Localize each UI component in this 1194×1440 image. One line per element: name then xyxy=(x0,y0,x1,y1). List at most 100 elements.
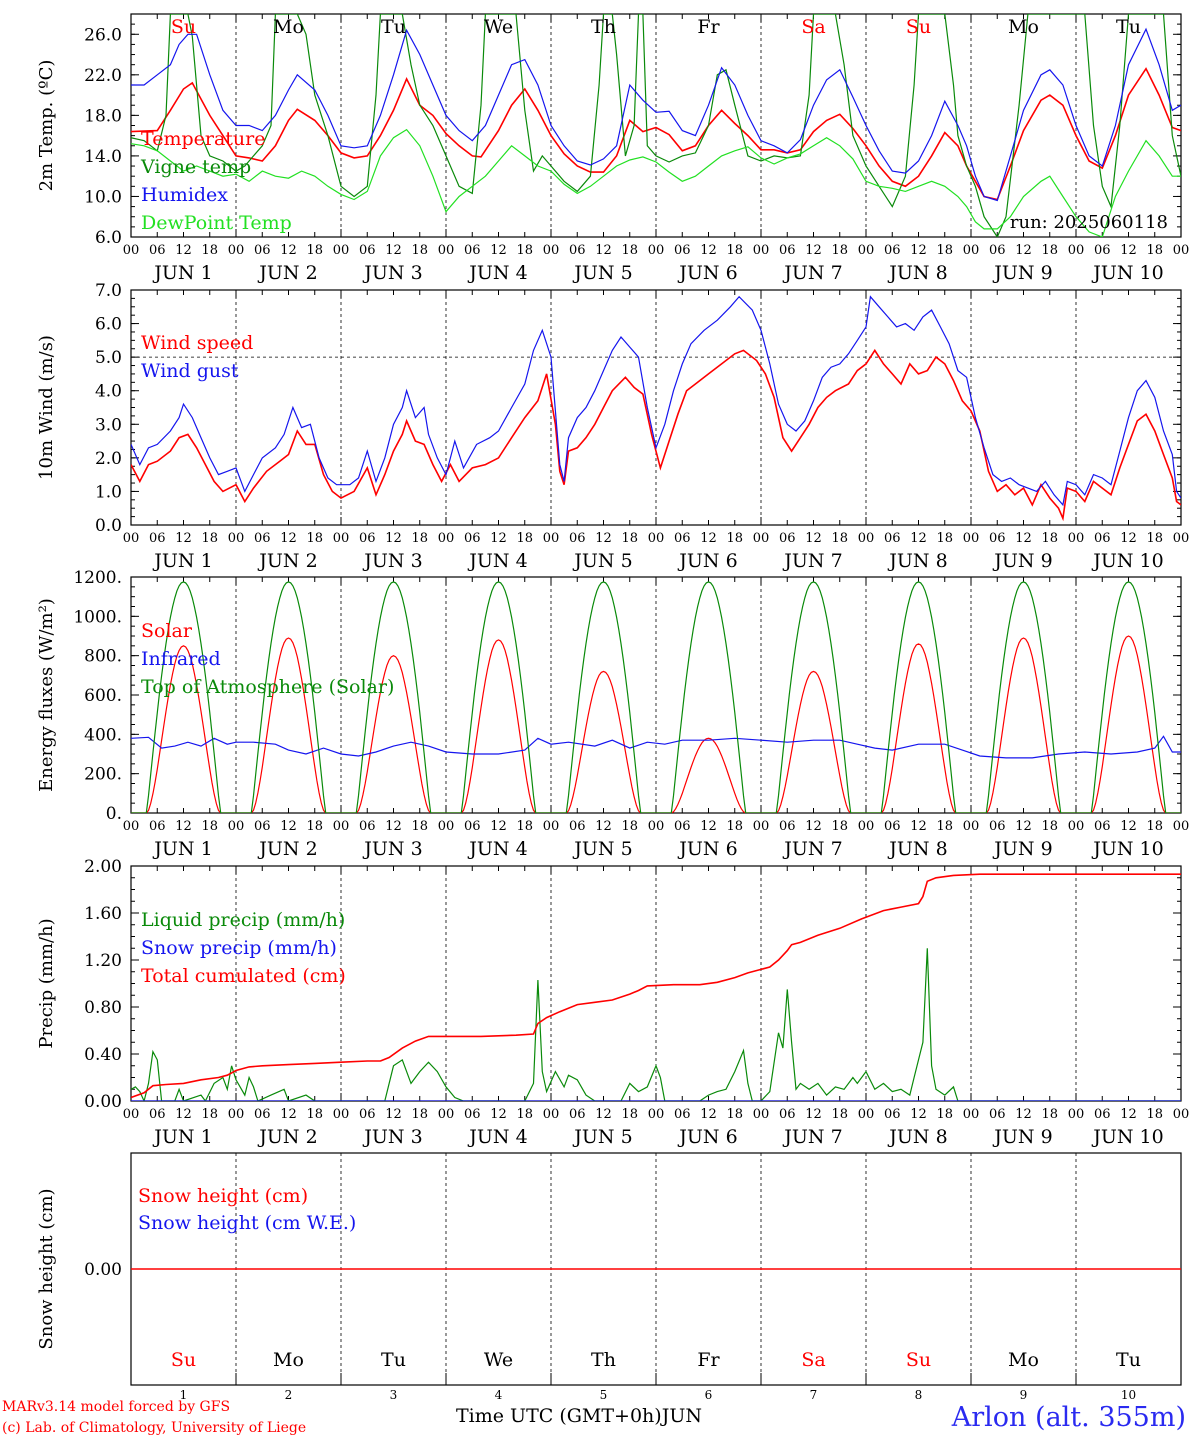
hour-tick-label: 18 xyxy=(306,531,323,546)
y-tick-label: 10.0 xyxy=(84,187,122,207)
hour-tick-label: 00 xyxy=(438,243,455,258)
legend-entry: Infrared xyxy=(141,648,221,670)
hour-tick-label: 12 xyxy=(910,243,927,258)
hour-tick-label: 00 xyxy=(648,1107,665,1122)
hour-tick-label: 12 xyxy=(910,1107,927,1122)
day-number-label: 2 xyxy=(285,1388,293,1402)
hour-tick-label: 06 xyxy=(569,531,586,546)
hour-tick-label: 18 xyxy=(411,243,428,258)
date-label: JUN 4 xyxy=(467,262,527,284)
legend-entry: Snow height (cm) xyxy=(138,1185,308,1207)
y-tick-label: 0.00 xyxy=(84,1260,122,1280)
hour-tick-label: 12 xyxy=(1120,819,1137,834)
y-axis-label: Precip (mm/h) xyxy=(36,918,57,1048)
hour-tick-label: 18 xyxy=(831,819,848,834)
day-name-label: Su xyxy=(171,1349,196,1371)
hour-tick-label: 00 xyxy=(858,243,875,258)
y-tick-label: 0.00 xyxy=(84,1092,122,1112)
hour-tick-label: 12 xyxy=(805,819,822,834)
run-label: run: 2025060118 xyxy=(1010,212,1168,233)
hour-tick-label: 00 xyxy=(1173,531,1190,546)
legend-entry: Temperature xyxy=(141,128,265,150)
legend-entry: Liquid precip (mm/h) xyxy=(141,909,345,931)
hour-tick-label: 18 xyxy=(621,531,638,546)
time-axis-label: Time UTC (GMT+0h)JUN xyxy=(456,1405,702,1427)
hour-tick-label: 12 xyxy=(1120,531,1137,546)
hour-tick-label: 06 xyxy=(779,819,796,834)
hour-tick-label: 12 xyxy=(700,819,717,834)
hour-tick-label: 00 xyxy=(648,819,665,834)
hour-tick-label: 00 xyxy=(858,531,875,546)
day-number-label: 6 xyxy=(705,1388,713,1402)
date-label: JUN 2 xyxy=(257,1126,317,1148)
day-name-label: Mo xyxy=(1008,1349,1039,1371)
hour-tick-label: 12 xyxy=(910,531,927,546)
hour-tick-label: 18 xyxy=(516,1107,533,1122)
hour-tick-label: 06 xyxy=(254,819,271,834)
legend-entry: Total cumulated (cm) xyxy=(141,965,346,987)
day-name-label: Su xyxy=(906,1349,931,1371)
hour-tick-label: 00 xyxy=(648,531,665,546)
y-tick-label: 800. xyxy=(84,647,122,667)
y-tick-label: 22.0 xyxy=(84,66,122,86)
day-number-label: 5 xyxy=(600,1388,608,1402)
date-label: JUN 9 xyxy=(992,838,1052,860)
series-line xyxy=(131,873,1181,1099)
hour-tick-label: 00 xyxy=(438,819,455,834)
day-name-label: Fr xyxy=(697,16,720,38)
hour-tick-label: 18 xyxy=(516,531,533,546)
date-label: JUN 3 xyxy=(362,1126,422,1148)
series-line xyxy=(131,14,1181,237)
date-label: JUN 7 xyxy=(782,262,842,284)
legend-entry: Top of Atmosphere (Solar) xyxy=(141,676,394,698)
hour-tick-label: 06 xyxy=(149,243,166,258)
panel-precip: 0.00 0.40 0.80 1.20 1.60 2.00 Precip (mm/h) 00 0… xyxy=(36,857,1189,1148)
date-label: JUN 7 xyxy=(782,838,842,860)
hour-tick-label: 06 xyxy=(989,819,1006,834)
panel-wind: 0.0 1.0 2.0 3.0 4.0 5.0 6.0 7.0 10m Wind (m/s) 00… xyxy=(36,281,1189,572)
y-tick-label: 200. xyxy=(84,765,122,785)
hour-tick-label: 06 xyxy=(254,243,271,258)
hour-tick-label: 12 xyxy=(1015,243,1032,258)
y-tick-label: 5.0 xyxy=(95,348,122,368)
date-label: JUN 4 xyxy=(467,838,527,860)
hour-tick-label: 00 xyxy=(753,243,770,258)
y-tick-label: 1000. xyxy=(73,607,122,627)
hour-tick-label: 18 xyxy=(306,1107,323,1122)
day-name-label: Tu xyxy=(1116,1349,1141,1371)
hour-tick-label: 00 xyxy=(963,1107,980,1122)
series-line xyxy=(131,67,1181,201)
hour-tick-label: 12 xyxy=(280,243,297,258)
hour-tick-label: 18 xyxy=(1041,819,1058,834)
y-tick-label: 0.80 xyxy=(84,998,122,1018)
hour-tick-label: 06 xyxy=(674,531,691,546)
time-axis-month: JUN xyxy=(661,1405,702,1427)
hour-tick-label: 00 xyxy=(333,819,350,834)
hour-tick-label: 06 xyxy=(884,819,901,834)
hour-tick-label: 06 xyxy=(884,1107,901,1122)
day-name-label: Mo xyxy=(273,1349,304,1371)
hour-tick-label: 00 xyxy=(753,1107,770,1122)
panel-temperature: 6.0 10.0 14.0 18.0 22.0 26.0 2m Temp. (ºC) 00 06… xyxy=(36,13,1190,284)
hour-tick-label: 06 xyxy=(359,819,376,834)
date-label: JUN 8 xyxy=(887,262,947,284)
hour-tick-label: 12 xyxy=(595,1107,612,1122)
hour-tick-label: 06 xyxy=(149,531,166,546)
y-tick-label: 2.0 xyxy=(95,449,122,469)
hour-tick-label: 18 xyxy=(1041,531,1058,546)
day-name-label: Tu xyxy=(381,1349,406,1371)
hour-tick-label: 06 xyxy=(674,819,691,834)
hour-tick-label: 00 xyxy=(1173,243,1190,258)
date-label: JUN 6 xyxy=(677,550,737,572)
hour-tick-label: 12 xyxy=(595,531,612,546)
hour-tick-label: 12 xyxy=(280,1107,297,1122)
hour-tick-label: 00 xyxy=(228,243,245,258)
hour-tick-label: 06 xyxy=(464,819,481,834)
legend-entry: Wind gust xyxy=(141,360,239,382)
day-number-label: 3 xyxy=(390,1388,398,1402)
hour-tick-label: 18 xyxy=(621,819,638,834)
day-number-label: 7 xyxy=(810,1388,818,1402)
date-label: JUN 5 xyxy=(572,262,632,284)
hour-tick-label: 18 xyxy=(726,1107,743,1122)
date-label: JUN 1 xyxy=(152,550,212,572)
